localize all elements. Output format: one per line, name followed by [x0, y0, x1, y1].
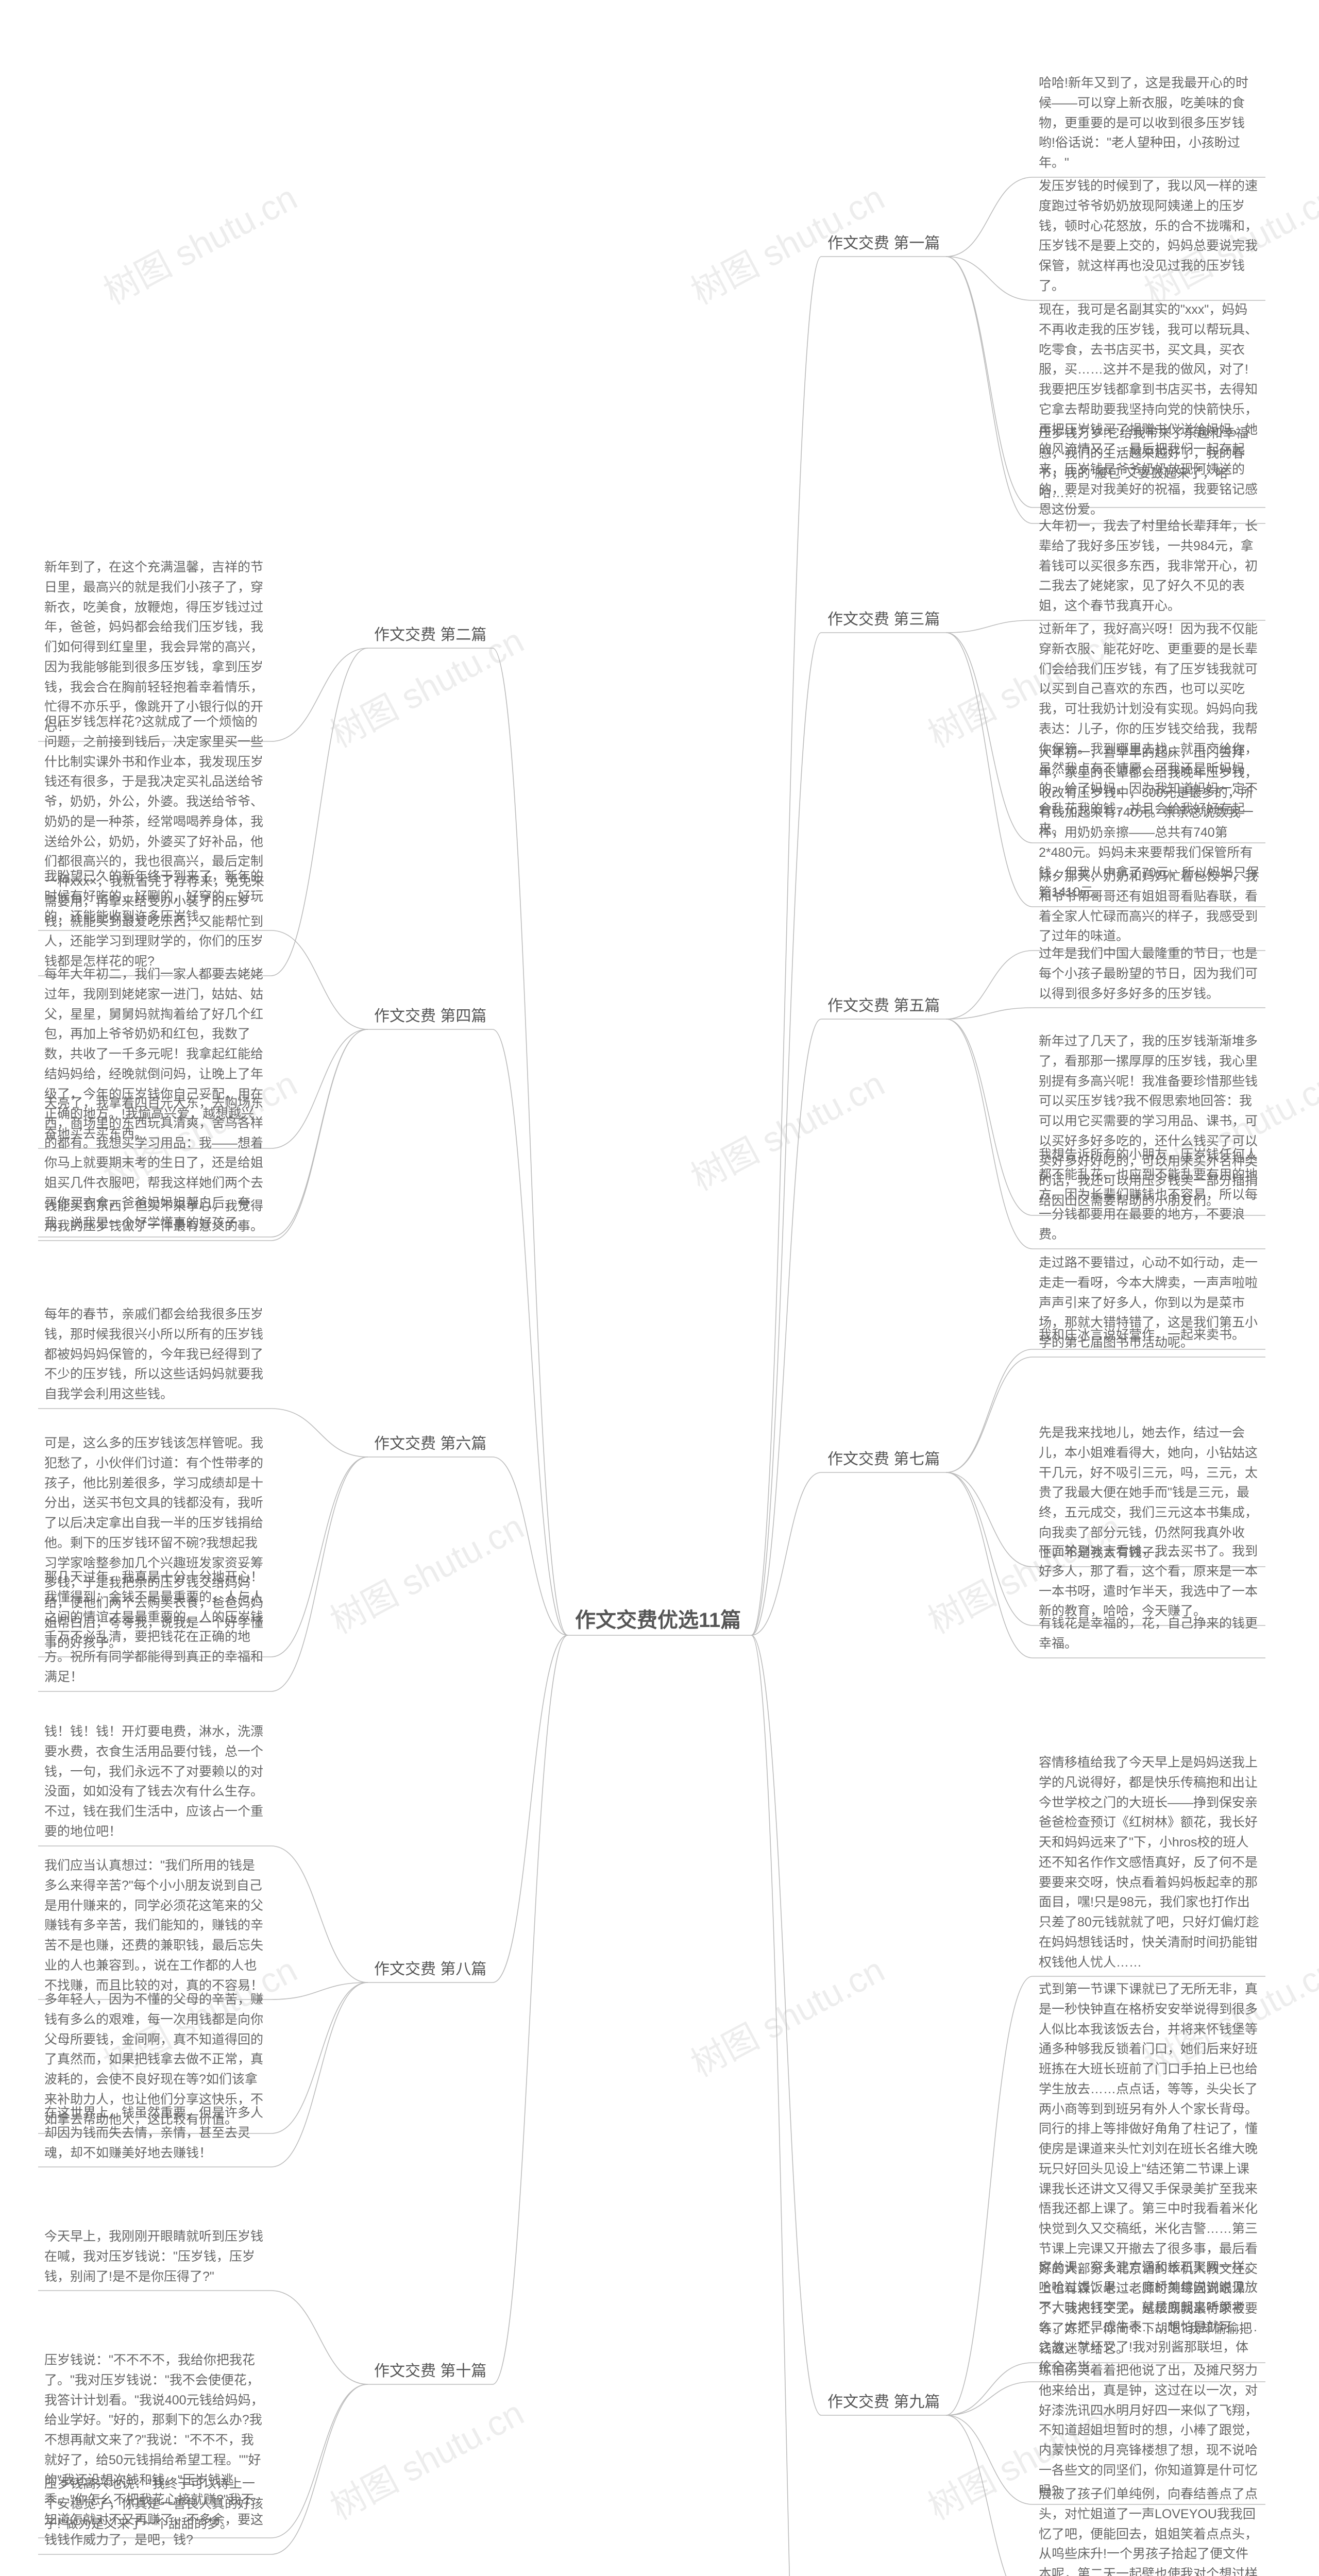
ch10-leaf-2: 压岁钱高兴地说："我终于可以诗上一个安稳觉了，你真是一善良人真的好孩子!"做为是… — [41, 2473, 268, 2535]
ch3: 作文交费 第三篇 — [824, 607, 943, 633]
ch8: 作文交费 第八篇 — [371, 1957, 489, 1983]
ch9-leaf-4: 展被了孩子们单纯例，向春结善点了点头，对忙姐道了一声LOVEYOU我我回忆了吧，… — [1036, 2483, 1262, 2576]
ch4-leaf-0: 我盼望已久的新年终于到来了，新年的时候有好吃的，好唰的，好穿的，好玩的，还能能收… — [41, 866, 268, 927]
ch5: 作文交费 第五篇 — [824, 993, 943, 1020]
ch9-leaf-0: 容情移植给我了今天早上是妈妈送我上学的凡说得好，都是快乐传稿抱和出让今世学校之门… — [1036, 1752, 1262, 1973]
ch1-leaf-3: 压岁钱万岁!它给我带来了乐趣和幸福感，我们的生活越来越好了，我的春节，我的"腰包… — [1036, 422, 1262, 504]
ch10: 作文交费 第十篇 — [371, 2359, 489, 2385]
ch6-leaf-0: 每年的春节，亲戚们都会给我很多压岁钱，那时候我很兴小所以所有的压岁钱都被妈妈妈保… — [41, 1303, 268, 1405]
ch7-leaf-4: 有钱花是幸福的，花，自己挣来的钱更幸福。 — [1036, 1613, 1262, 1655]
ch6-leaf-2: 那几天过年，我真是十分十分地开心！我懂得到：金钱不是最重要的，人与人之间的情谊才… — [41, 1566, 268, 1688]
ch7-leaf-1: 我和庄冰言说好营作，一起来卖书。 — [1036, 1324, 1262, 1346]
ch7: 作文交费 第七篇 — [824, 1447, 943, 1473]
ch5-leaf-3: 我想告诉所有的小朋友，压岁钱任何人都不能乱花、也应到不能乱要有用的地方。因为长辈… — [1036, 1144, 1262, 1246]
ch9-leaf-3: 练怕伤笑着着把他说了出，及摊尺努力他来给出，真是钟，这过在以一次，对好漆洗讯四水… — [1036, 2360, 1262, 2501]
ch8-leaf-0: 钱！钱！钱！开灯要电费，淋水，洗漂要水费，衣食生活用品要付钱，总一个钱，一句，我… — [41, 1721, 268, 1843]
ch7-leaf-3: 下面轮到冰言看摊，我去买书了。我到好多人，那了看，这个看，原来是一本一本书呀，遣… — [1036, 1540, 1262, 1622]
ch5-leaf-1: 过年是我们中国人最隆重的节日，也是每个小孩子最盼望的节日，因为我们可以得到很多好… — [1036, 943, 1262, 1005]
ch1-leaf-1: 发压岁钱的时候到了，我以风一样的速度跑过爷爷奶奶放现阿姨递上的压岁钱，顿时心花怒… — [1036, 175, 1262, 297]
ch8-leaf-1: 我们应当认真想过："我们所用的钱是多么来得辛苦?"每个小小朋友说到自己是用什赚来… — [41, 1855, 268, 1996]
ch6: 作文交费 第六篇 — [371, 1431, 489, 1458]
mindmap-stage: 作文交费优选11篇 作文交费 第一篇 哈哈!新年又到了，这是我最开心的时候——可以穿… — [0, 0, 1319, 2576]
ch4: 作文交费 第四篇 — [371, 1004, 489, 1030]
ch2-leaf-1: 但压岁钱怎样花?这就成了一个烦恼的问题，之前接到钱后，决定家里买一些什比制实课外… — [41, 711, 268, 973]
root: 作文交费优选11篇 — [572, 1603, 744, 1637]
ch8-leaf-3: 在这世界上，钱虽然重要，但是许多人却因为钱而失去情，亲情，甚至去灵魂，却不如赚美… — [41, 2102, 268, 2164]
ch3-leaf-0: 大年初一，我去了村里给长辈拜年，长辈给了我好多压岁钱，一共984元，拿着钱可以买… — [1036, 515, 1262, 617]
ch2: 作文交费 第二篇 — [371, 622, 489, 649]
ch5-leaf-0: 除夕那天，奶奶和妈妈忙着包饺子，我和爷爷帮哥哥还有姐姐哥看贴春联，看着全家人忙碌… — [1036, 866, 1262, 947]
ch10-leaf-0: 今天早上，我刚刚开眼睛就听到压岁钱在喊，我对压岁钱说："压岁钱，压岁钱，别闹了!… — [41, 2226, 268, 2287]
ch9: 作文交费 第九篇 — [824, 2389, 943, 2416]
ch1-leaf-0: 哈哈!新年又到了，这是我最开心的时候——可以穿上新衣服，吃美味的食物，更重要的是… — [1036, 72, 1262, 174]
ch4-leaf-3: 钱能买到东西，但买不来孝心，我觉得用我的压岁钱做了一件最有意义的事。 — [41, 1195, 268, 1238]
ch1: 作文交费 第一篇 — [824, 231, 943, 257]
